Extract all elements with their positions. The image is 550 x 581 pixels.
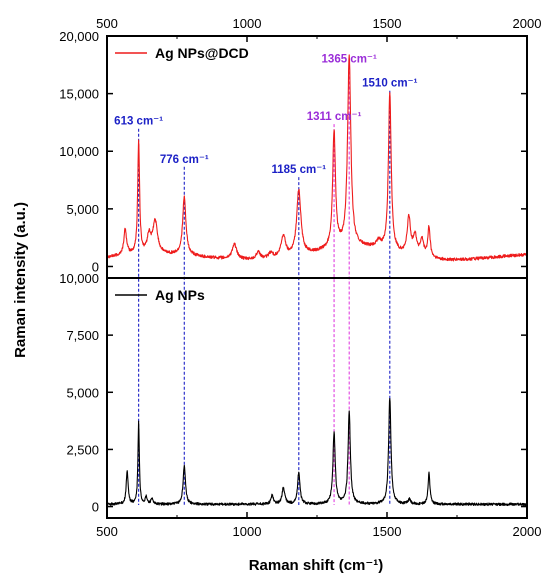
- peak-annotations: 613 cm⁻¹ 776 cm⁻¹ 1185 cm⁻¹ 1311 cm⁻¹ 1365 c…: [114, 54, 417, 177]
- peak-guide-lines: [138, 66, 391, 505]
- x-tick-label-2: 1500: [373, 524, 402, 539]
- legend-label-1: Ag NPs: [155, 287, 205, 303]
- panel-ag-nps: [106, 397, 528, 507]
- x-top-tick-label-2: 1500: [373, 16, 402, 31]
- peak-annotation-4: 1365 cm⁻¹: [322, 54, 377, 66]
- x-axis-label: Raman shift (cm⁻¹): [249, 557, 384, 574]
- x-top-tick-label-3: 2000: [513, 16, 542, 31]
- peak-annotation-2: 1185 cm⁻¹: [271, 164, 326, 176]
- y-tick-label-1-2: 5,000: [66, 385, 99, 400]
- peak-annotation-3: 1311 cm⁻¹: [307, 111, 362, 123]
- y-tick-label-0-2: 10,000: [59, 144, 99, 159]
- x-tick-label-0: 500: [96, 524, 118, 539]
- panel-ag-nps-dcd: [106, 54, 528, 262]
- x-tick-label-3: 2000: [513, 524, 542, 539]
- axes: 0 5,000 10,000 15,000 20,000 0 2,500 5,000 7,500…: [59, 16, 541, 539]
- x-top-tick-label-0: 500: [96, 16, 118, 31]
- legend-label-0: Ag NPs@DCD: [155, 45, 249, 61]
- spectrum-line-0: [106, 54, 528, 262]
- spectrum-line-1: [106, 397, 528, 507]
- y-axis-label: Raman intensity (a.u.): [12, 202, 29, 358]
- y-tick-label-1-1: 2,500: [66, 442, 99, 457]
- y-tick-label-0-1: 5,000: [66, 202, 99, 217]
- peak-annotation-0: 613 cm⁻¹: [114, 116, 163, 128]
- peak-annotation-1: 776 cm⁻¹: [160, 154, 209, 166]
- y-tick-label-1-3: 7,500: [66, 328, 99, 343]
- y-tick-label-1-0: 0: [92, 500, 99, 515]
- y-tick-label-0-3: 15,000: [59, 87, 99, 102]
- y-tick-label-1-4: 10,000: [59, 271, 99, 286]
- legends: Ag NPs@DCD Ag NPs: [115, 45, 249, 303]
- plot-frame: [106, 35, 528, 519]
- y-tick-label-0-0: 0: [92, 259, 99, 274]
- peak-annotation-5: 1510 cm⁻¹: [362, 78, 417, 90]
- y-tick-label-0-4: 20,000: [59, 29, 99, 44]
- x-top-tick-label-1: 1000: [233, 16, 262, 31]
- x-tick-label-1: 1000: [233, 524, 262, 539]
